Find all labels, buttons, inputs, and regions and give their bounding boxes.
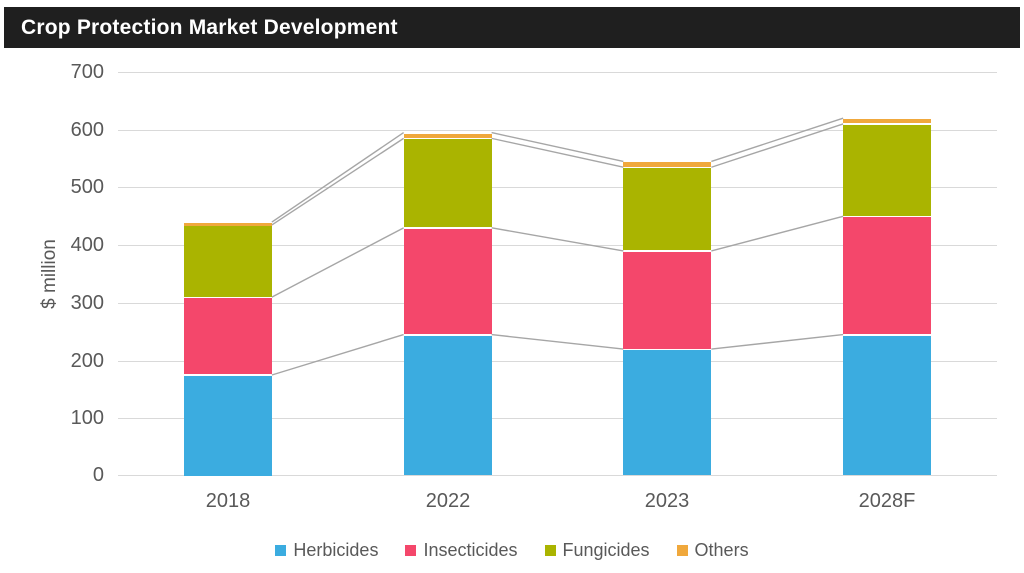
series-connector-line	[491, 137, 624, 168]
bar-segment-fungicides-2023	[623, 168, 711, 251]
legend-label: Insecticides	[423, 539, 518, 560]
x-category-label: 2018	[205, 490, 251, 512]
y-axis: 0 100 200 300 400 500 600 700	[0, 61, 104, 486]
y-tick-label: 0	[92, 464, 104, 486]
chart-title: Crop Protection Market Development	[21, 15, 398, 39]
y-tick-label: 300	[70, 292, 104, 314]
legend-item-fungicides: Fungicides	[544, 539, 650, 561]
gridline	[118, 303, 997, 304]
series-connector-line	[271, 333, 404, 376]
gridline	[118, 187, 997, 188]
bar-segment-fungicides-2028f	[843, 124, 931, 216]
legend-label: Herbicides	[293, 539, 379, 560]
bar-segment-others-2018	[184, 223, 272, 226]
bar-segment-insecticides-2028f	[843, 217, 931, 335]
series-connector-line	[491, 333, 624, 350]
y-tick-label: 200	[70, 350, 104, 372]
legend-marker-fungicides	[544, 544, 556, 556]
bar-segment-herbicides-2023	[623, 350, 711, 476]
y-tick-label: 500	[70, 176, 104, 198]
legend-marker-herbicides	[275, 544, 287, 556]
series-connector-line	[491, 227, 624, 252]
x-axis: 2018 2022 2023 2028F	[118, 490, 997, 516]
legend: Herbicides Insecticides Fungicides Others	[0, 537, 1024, 563]
bar-segment-herbicides-2028f	[843, 335, 931, 476]
plot-area	[118, 72, 997, 476]
bar-segment-insecticides-2023	[623, 251, 711, 349]
title-bar: Crop Protection Market Development	[4, 7, 1020, 48]
x-category-label: 2028F	[858, 490, 916, 512]
legend-label: Fungicides	[562, 539, 650, 560]
bar-segment-others-2028f	[843, 119, 931, 124]
series-connector-line	[271, 137, 405, 226]
gridline	[118, 475, 997, 476]
x-category-label: 2022	[425, 490, 471, 512]
bar-segment-herbicides-2018	[184, 376, 272, 476]
bar-segment-insecticides-2018	[184, 298, 272, 375]
bar-segment-fungicides-2022	[404, 139, 492, 228]
y-tick-label: 400	[70, 234, 104, 256]
bar-segment-others-2022	[404, 133, 492, 138]
legend-item-others: Others	[676, 539, 749, 561]
gridline	[118, 418, 997, 419]
legend-marker-others	[676, 544, 688, 556]
series-connector-lines	[271, 117, 844, 376]
series-connector-line	[711, 215, 844, 252]
bar-segment-others-2023	[623, 162, 711, 167]
legend-label: Others	[694, 539, 749, 560]
legend-item-herbicides: Herbicides	[275, 540, 378, 561]
series-connector-line	[711, 333, 844, 350]
gridline	[118, 72, 997, 73]
series-connector-line	[271, 132, 405, 223]
gridline	[118, 245, 997, 246]
series-connector-line	[711, 123, 844, 168]
x-category-label: 2023	[644, 490, 690, 512]
bar-segment-fungicides-2018	[184, 225, 272, 297]
series-connector-line	[711, 117, 844, 163]
series-connector-line	[491, 131, 624, 163]
y-tick-label: 100	[70, 407, 104, 429]
y-tick-label: 600	[70, 119, 104, 141]
series-connector-line	[271, 227, 404, 298]
y-axis-title: $ million	[39, 239, 60, 309]
legend-item-insecticides: Insecticides	[405, 539, 518, 561]
legend-marker-insecticides	[405, 544, 417, 556]
bar-segment-insecticides-2022	[404, 228, 492, 335]
gridline	[118, 361, 997, 362]
bar-segment-herbicides-2022	[404, 335, 492, 476]
y-tick-label: 700	[70, 61, 104, 83]
gridline	[118, 130, 997, 131]
